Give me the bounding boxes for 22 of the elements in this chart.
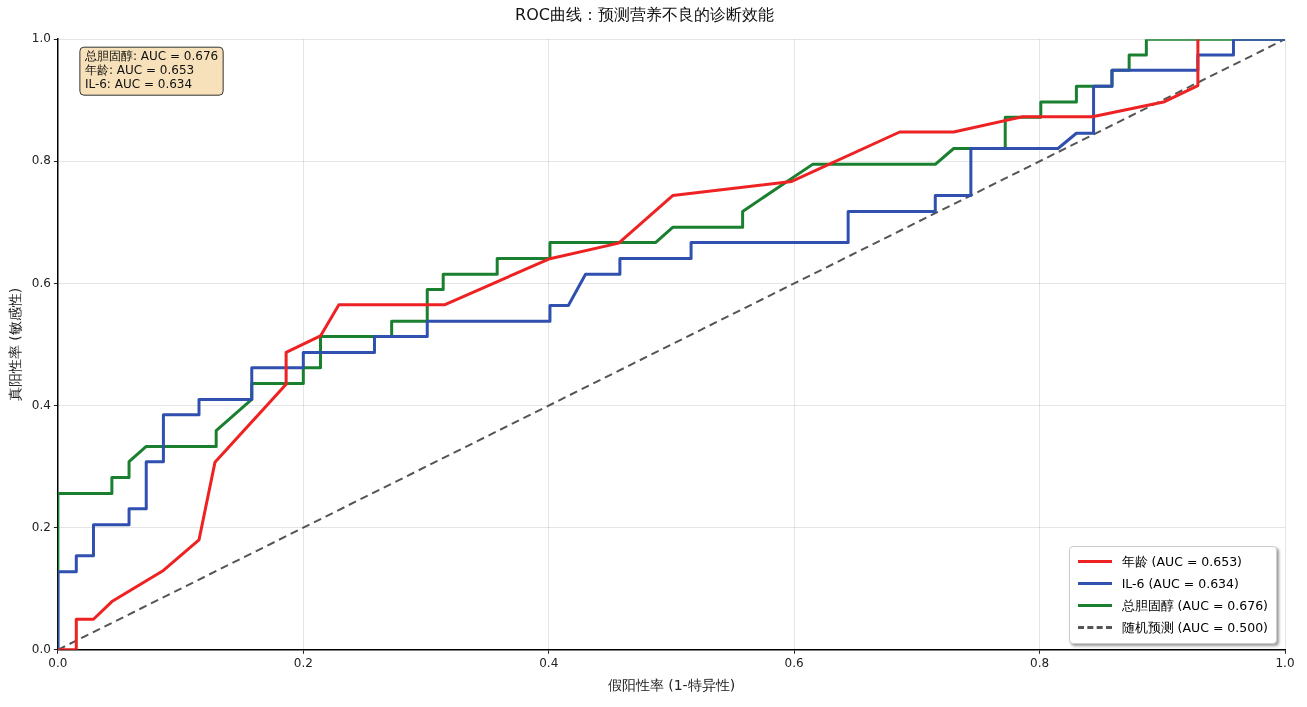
y-axis-title: 真阳性率 (敏感性)	[7, 287, 24, 402]
y-tick-label: 0.2	[31, 519, 51, 534]
y-tick-label: 0.4	[31, 397, 51, 412]
annotation: 总胆固醇: AUC = 0.676	[83, 49, 219, 64]
x-tick-label: 0.8	[1030, 656, 1050, 671]
x-tick-label: 0.4	[539, 656, 559, 671]
x-tick-label: 1.0	[1275, 656, 1295, 671]
y-tick-label: 0.0	[31, 641, 51, 656]
x-axis-title: 假阳性率 (1-特异性)	[607, 677, 736, 694]
y-tick-label: 1.0	[31, 31, 51, 46]
annotation: 年龄: AUC = 0.653	[84, 63, 195, 78]
annotation: IL-6: AUC = 0.634	[84, 77, 193, 92]
legend-label: 年龄 (AUC = 0.653)	[1121, 552, 1242, 571]
legend-label: 总胆固醇 (AUC = 0.676)	[1121, 596, 1268, 615]
chart-title: ROC曲线：预测营养不良的诊断效能	[515, 4, 774, 24]
y-tick-label: 0.6	[31, 275, 51, 290]
x-tick-label: 0.2	[293, 656, 313, 671]
x-tick-label: 0.6	[784, 656, 804, 671]
x-tick-label: 0.0	[48, 656, 68, 671]
y-tick-label: 0.8	[31, 153, 51, 168]
legend-label: 随机预测 (AUC = 0.500)	[1121, 618, 1268, 637]
legend-label: IL-6 (AUC = 0.634)	[1121, 574, 1239, 593]
